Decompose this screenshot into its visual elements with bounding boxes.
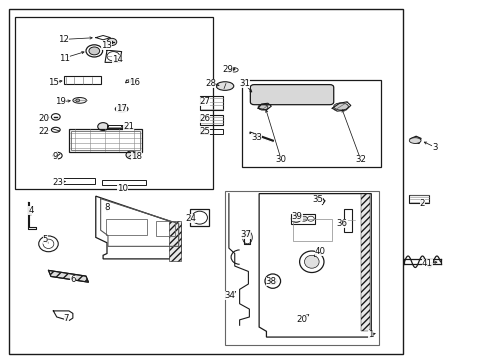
Text: 41: 41 (421, 259, 432, 268)
Bar (102, 180, 145, 185)
Text: 39: 39 (291, 212, 302, 221)
Text: 15: 15 (48, 78, 59, 87)
Text: 23: 23 (53, 177, 63, 186)
Bar (63, 178, 94, 184)
Bar (15, 17, 212, 189)
Text: 27: 27 (199, 97, 209, 106)
Text: 24: 24 (185, 214, 196, 223)
Ellipse shape (258, 104, 267, 110)
Bar (9, 9, 402, 354)
Text: 14: 14 (112, 55, 123, 64)
Bar (199, 115, 223, 125)
Polygon shape (96, 196, 181, 259)
Bar (293, 220, 331, 241)
Text: 5: 5 (43, 235, 48, 244)
Bar (360, 194, 369, 330)
Text: 34: 34 (224, 291, 235, 300)
Ellipse shape (107, 39, 117, 45)
Ellipse shape (304, 255, 319, 268)
Text: 28: 28 (204, 80, 215, 89)
Text: 9: 9 (53, 152, 58, 161)
Text: 4: 4 (28, 206, 34, 215)
Text: 6: 6 (70, 275, 76, 284)
Text: 21: 21 (122, 122, 134, 131)
Bar (344, 208, 351, 232)
Bar (199, 96, 223, 110)
Text: 8: 8 (104, 203, 109, 212)
Text: 40: 40 (314, 247, 325, 256)
Text: 25: 25 (199, 127, 209, 136)
Text: 22: 22 (38, 127, 49, 136)
Bar (106, 125, 126, 129)
Text: 37: 37 (240, 230, 250, 239)
Text: 7: 7 (63, 314, 69, 323)
Bar (69, 129, 142, 152)
Text: 17: 17 (116, 104, 127, 113)
Text: 10: 10 (117, 184, 128, 193)
Text: 29: 29 (222, 65, 232, 74)
Ellipse shape (76, 99, 80, 102)
Text: 33: 33 (251, 133, 262, 142)
Text: 32: 32 (354, 155, 366, 164)
Bar (71, 131, 140, 150)
Ellipse shape (333, 103, 347, 110)
Text: 2: 2 (419, 199, 425, 208)
Ellipse shape (73, 98, 86, 103)
Text: 11: 11 (59, 54, 69, 63)
Polygon shape (48, 270, 88, 282)
Bar (408, 195, 428, 203)
Ellipse shape (408, 138, 420, 143)
Text: 20: 20 (38, 114, 49, 123)
Text: 16: 16 (128, 78, 140, 87)
Text: 3: 3 (431, 143, 437, 152)
Text: 19: 19 (55, 97, 65, 106)
Text: 12: 12 (58, 35, 68, 44)
Bar (242, 80, 380, 167)
Bar (105, 219, 147, 235)
Ellipse shape (89, 47, 100, 55)
Text: 36: 36 (336, 219, 347, 228)
Text: 26: 26 (199, 114, 209, 123)
Bar (199, 129, 223, 134)
Bar (156, 221, 175, 236)
Bar (64, 76, 101, 84)
Ellipse shape (291, 215, 301, 222)
Text: 18: 18 (130, 152, 142, 161)
Text: 30: 30 (275, 155, 286, 164)
Bar (190, 209, 208, 226)
Text: 35: 35 (311, 195, 323, 204)
Text: 1: 1 (367, 330, 372, 339)
Ellipse shape (216, 82, 233, 90)
Bar (169, 221, 181, 261)
Text: 20: 20 (296, 315, 307, 324)
Polygon shape (259, 194, 370, 337)
Ellipse shape (98, 123, 108, 131)
FancyBboxPatch shape (250, 85, 333, 105)
Ellipse shape (300, 216, 307, 221)
Bar (224, 191, 378, 345)
Ellipse shape (268, 278, 276, 285)
Bar (291, 215, 314, 225)
Ellipse shape (126, 151, 137, 159)
Text: 31: 31 (239, 80, 249, 89)
Text: 38: 38 (265, 276, 276, 285)
Text: 13: 13 (102, 41, 112, 50)
